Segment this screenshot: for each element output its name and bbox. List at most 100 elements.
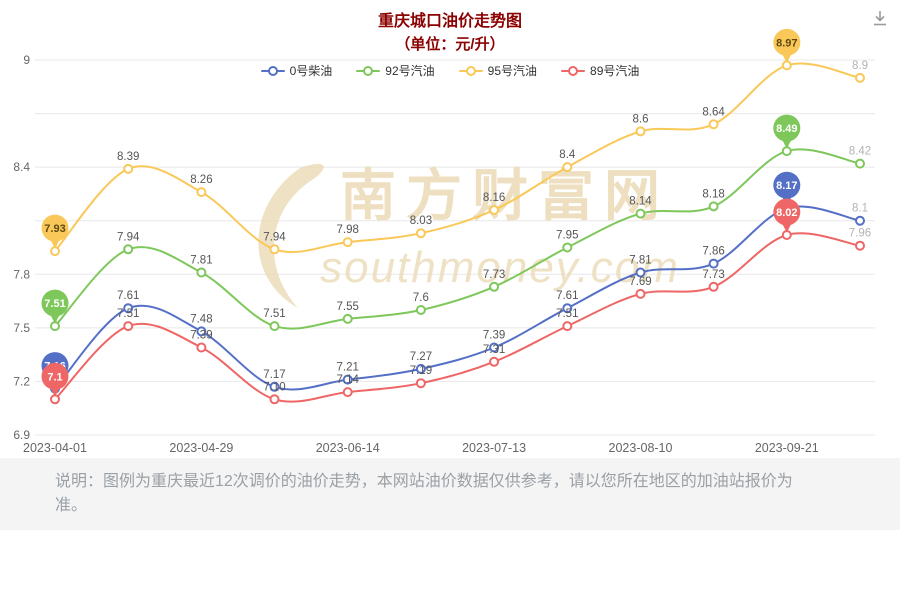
svg-text:7.39: 7.39 [483,330,505,342]
pin-marker-95号汽油: 8.97 [773,28,801,63]
legend-ring-icon [363,65,374,76]
data-labels-95号汽油: 8.39 8.26 7.94 7.98 8.03 8.16 8.4 8.6 8.64 8.9 [117,60,868,243]
data-point-icon [855,215,865,226]
data-point-icon [708,119,719,130]
legend-ring-icon [568,65,579,76]
svg-text:7.55: 7.55 [337,301,359,313]
svg-text:8.4: 8.4 [559,149,576,161]
data-point-icon [342,387,353,398]
svg-text:8.4: 8.4 [13,160,30,174]
data-point-icon [415,305,426,315]
data-point-icon [415,378,426,389]
series-0号柴油 [50,203,865,394]
data-point-icon [123,244,134,255]
download-button[interactable] [870,8,890,28]
svg-text:8.64: 8.64 [702,106,725,118]
data-labels-89号汽油: 7.51 7.39 7.10 7.14 7.19 7.31 7.51 7.69 7.73 7.96 [117,228,871,394]
data-point-icon [708,258,719,269]
svg-text:7.21: 7.21 [337,362,359,374]
svg-text:7.10: 7.10 [263,381,285,393]
svg-text:8.6: 8.6 [633,113,649,125]
data-point-icon [489,281,500,292]
pin-marker-92号汽油: 8.49 [773,114,801,149]
pin-marker-0号柴油: 8.17 [773,171,801,206]
svg-text:9: 9 [23,53,30,67]
data-point-icon [635,267,646,278]
page-subtitle: （单位：元/升） [395,36,505,53]
svg-text:7.81: 7.81 [629,255,651,267]
legend-line-icon [458,65,483,76]
legend-item-1[interactable]: 92号汽油 [356,62,435,79]
svg-text:8.42: 8.42 [849,146,871,158]
y-axis-labels: 9 8.4 7.8 7.5 7.2 6.9 [13,53,30,442]
svg-text:7.5: 7.5 [13,321,30,335]
svg-text:7.96: 7.96 [849,228,871,240]
svg-text:7.51: 7.51 [263,308,285,320]
data-point-icon [196,187,207,198]
svg-text:7.48: 7.48 [190,313,212,325]
svg-text:8.49: 8.49 [776,123,797,135]
data-point-icon [196,342,207,353]
watermark-swirl-icon [258,163,324,308]
data-point-icon [123,321,134,332]
svg-text:7.95: 7.95 [556,230,578,242]
data-point-icon [489,342,500,353]
legend-item-0[interactable]: 0号柴油 [260,62,332,79]
svg-text:7.31: 7.31 [483,344,505,356]
svg-text:7.61: 7.61 [117,290,139,302]
data-point-icon [635,288,646,299]
data-point-icon [855,158,865,169]
legend-item-3[interactable]: 89号汽油 [561,62,639,79]
chart-header: 重庆城口油价走势图 （单位：元/升） [0,7,900,54]
svg-text:7.14: 7.14 [337,374,360,386]
legend-item-2[interactable]: 95号汽油 [458,62,537,79]
data-point-icon [635,126,646,137]
data-labels-92号汽油: 7.94 7.81 7.51 7.55 7.6 7.73 7.95 8.14 8.18 8.42 [117,146,871,321]
svg-text:7.39: 7.39 [190,330,212,342]
svg-text:7.73: 7.73 [702,269,724,281]
svg-text:7.93: 7.93 [44,223,65,235]
svg-text:2023-04-01: 2023-04-01 [23,441,87,455]
svg-text:2023-06-14: 2023-06-14 [316,441,380,455]
svg-text:7.51: 7.51 [117,308,139,320]
svg-text:2023-04-29: 2023-04-29 [169,441,233,455]
svg-text:6.9: 6.9 [13,428,30,442]
legend-ring-icon [465,65,476,76]
svg-text:7.98: 7.98 [337,224,359,236]
pin-marker-89号汽油: 7.1 [41,362,69,397]
svg-text:7.19: 7.19 [410,365,432,377]
data-point-icon [562,162,573,173]
data-point-icon [415,363,426,374]
svg-text:7.51: 7.51 [44,298,65,310]
svg-text:8.03: 8.03 [410,215,432,227]
svg-text:8.39: 8.39 [117,151,139,163]
data-point-icon [489,356,500,367]
legend-line-icon [561,65,586,76]
legend-line-icon [356,65,381,76]
data-point-icon [855,240,865,251]
data-point-icon [342,374,353,385]
svg-text:8.97: 8.97 [776,37,797,49]
svg-text:7.94: 7.94 [263,231,286,243]
data-point-icon [269,321,280,332]
data-point-icon [562,303,573,314]
legend-line-icon [260,65,285,76]
svg-text:8.16: 8.16 [483,192,505,204]
data-point-icon [708,201,719,212]
data-point-icon [562,321,573,332]
svg-text:7.94: 7.94 [117,231,140,243]
data-point-icon [196,267,207,278]
svg-text:2023-08-10: 2023-08-10 [609,441,673,455]
data-point-icon [342,237,353,248]
svg-text:8.02: 8.02 [776,207,797,219]
pin-marker-95号汽油: 7.93 [41,214,69,249]
svg-text:7.8: 7.8 [13,267,30,281]
svg-text:2023-07-13: 2023-07-13 [462,441,526,455]
svg-text:7.6: 7.6 [413,292,429,304]
series-92号汽油 [50,146,865,332]
svg-text:8.1: 8.1 [852,203,868,215]
svg-text:8.9: 8.9 [852,60,868,72]
